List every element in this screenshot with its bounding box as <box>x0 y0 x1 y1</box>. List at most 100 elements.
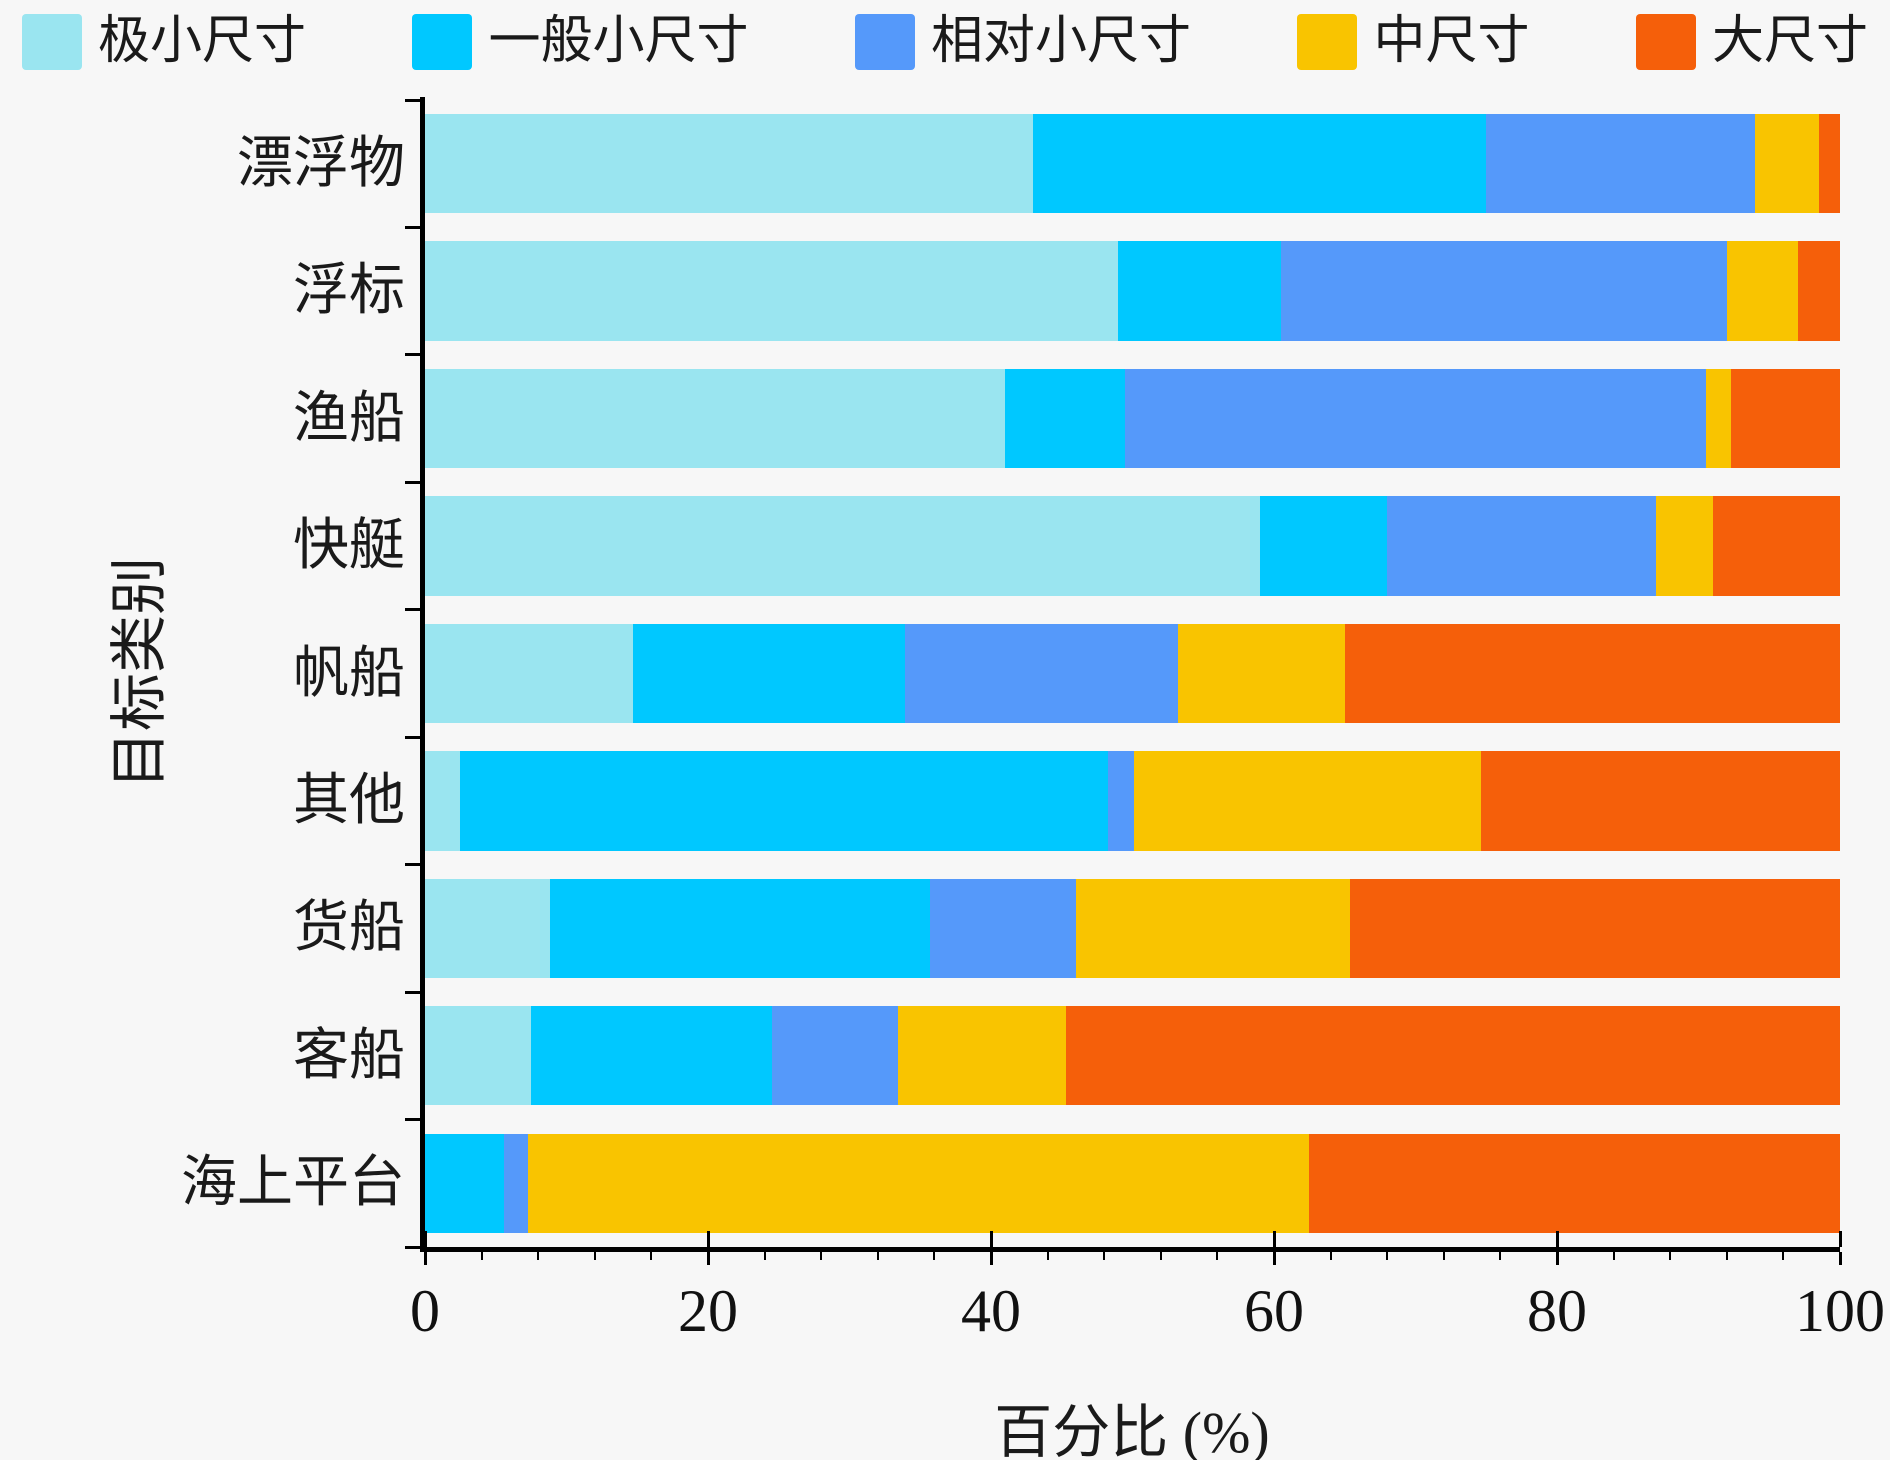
y-tick-mark <box>405 863 420 867</box>
x-major-tick-outer <box>989 1252 993 1265</box>
stacked-bar <box>425 241 1840 341</box>
x-minor-tick <box>1782 1252 1785 1260</box>
legend-swatch-icon <box>22 14 82 70</box>
bar-segment <box>930 878 1076 979</box>
stacked-bar <box>425 751 1840 851</box>
x-minor-tick <box>1159 1252 1162 1260</box>
bar-segment <box>1656 496 1713 596</box>
bar-row-8 <box>425 1120 1840 1247</box>
bar-segment <box>425 1133 505 1233</box>
bar-segment <box>1818 114 1840 214</box>
bar-segment <box>1108 751 1134 851</box>
x-minor-tick <box>593 1252 596 1260</box>
x-minor-tick <box>763 1252 766 1260</box>
y-tick-mark <box>405 608 420 612</box>
bar-segment <box>528 1133 1310 1233</box>
bar-segment <box>425 241 1119 341</box>
bar-segment <box>1797 241 1840 341</box>
bar-segment <box>425 368 1006 469</box>
y-tick-mark <box>405 225 420 229</box>
x-axis-title: 百分比 (%) <box>994 1400 1270 1460</box>
bar-segment <box>1726 241 1798 341</box>
bar-segment <box>504 1133 529 1233</box>
bar-segment <box>633 623 905 724</box>
x-major-tick-inner <box>423 1231 427 1247</box>
bar-segment <box>771 1006 898 1106</box>
x-minor-tick <box>820 1252 823 1260</box>
x-minor-tick <box>1329 1252 1332 1260</box>
stacked-bar <box>425 368 1840 469</box>
legend-label: 大尺寸 <box>1711 13 1868 70</box>
bar-segment <box>425 751 461 851</box>
bar-segment <box>425 623 633 724</box>
y-tick-label: 货船 <box>293 897 405 960</box>
bar-segment <box>1125 368 1706 469</box>
stacked-bar <box>425 496 1840 596</box>
bar-segment <box>1065 1006 1840 1106</box>
y-tick-mark <box>405 1118 420 1122</box>
legend-swatch-icon <box>1297 14 1358 70</box>
bar-segment <box>1075 878 1351 979</box>
x-tick-label: 0 <box>410 1278 440 1344</box>
bar-row-6 <box>425 865 1840 992</box>
x-minor-tick <box>1725 1252 1728 1260</box>
x-tick-label: 100 <box>1795 1278 1885 1344</box>
x-minor-tick <box>1386 1252 1389 1260</box>
legend-swatch-icon <box>854 14 915 70</box>
legend-item-2: 相对小尺寸 <box>854 13 1191 70</box>
legend-label: 中尺寸 <box>1373 13 1530 70</box>
x-major-tick-inner <box>706 1231 710 1247</box>
bar-rows <box>425 100 1840 1247</box>
plot-area: 0 20 40 60 80 100 <box>405 97 1885 1341</box>
legend-swatch-icon <box>412 14 473 70</box>
x-minor-tick <box>1442 1252 1445 1260</box>
bar-segment <box>1350 878 1840 979</box>
x-major-tick-outer <box>1272 1252 1276 1265</box>
stacked-bar <box>425 623 1840 724</box>
bar-segment <box>1731 368 1840 469</box>
bar-segment <box>897 1006 1066 1106</box>
y-tick-label: 快艇 <box>293 515 405 578</box>
x-tick-label: 40 <box>961 1278 1021 1344</box>
y-tick-label: 漂浮物 <box>237 132 405 195</box>
bar-segment <box>549 878 931 979</box>
stacked-bar <box>425 878 1840 979</box>
chart-legend: 极小尺寸 一般小尺寸 相对小尺寸 中尺寸 大尺寸 <box>0 6 1890 78</box>
stacked-bar <box>425 114 1840 214</box>
bar-segment <box>531 1006 772 1106</box>
bar-segment <box>1387 496 1657 596</box>
legend-label: 相对小尺寸 <box>930 13 1191 70</box>
bar-segment <box>425 878 550 979</box>
legend-item-3: 中尺寸 <box>1297 14 1529 70</box>
legend-item-0: 极小尺寸 <box>22 14 306 70</box>
bar-row-1 <box>425 227 1840 354</box>
x-minor-tick <box>480 1252 483 1260</box>
bar-row-0 <box>425 100 1840 227</box>
stacked-bar <box>425 1133 1840 1233</box>
bar-segment <box>425 496 1260 596</box>
x-major-tick-inner <box>1272 1231 1276 1247</box>
bar-segment <box>1486 114 1756 214</box>
x-minor-tick <box>1669 1252 1672 1260</box>
y-tick-mark <box>405 353 420 357</box>
x-axis-spine <box>420 1247 1840 1252</box>
legend-item-4: 大尺寸 <box>1635 13 1868 70</box>
bar-segment <box>1005 368 1126 469</box>
y-tick-label: 浮标 <box>293 260 405 323</box>
bar-row-3 <box>425 482 1840 609</box>
bar-segment <box>1344 623 1840 724</box>
x-minor-tick <box>1612 1252 1615 1260</box>
bar-row-7 <box>425 992 1840 1119</box>
x-tick-label: 20 <box>678 1278 738 1344</box>
x-minor-tick <box>1103 1252 1106 1260</box>
bar-row-5 <box>425 737 1840 864</box>
legend-item-1: 一般小尺寸 <box>412 14 749 70</box>
x-minor-tick <box>1499 1252 1502 1260</box>
bar-row-4 <box>425 610 1840 737</box>
x-minor-tick <box>876 1252 879 1260</box>
bar-segment <box>460 751 1109 851</box>
bar-segment <box>1480 751 1840 851</box>
bar-segment <box>1755 114 1819 214</box>
x-major-tick-outer <box>706 1252 710 1265</box>
y-axis-spine <box>420 97 425 1252</box>
